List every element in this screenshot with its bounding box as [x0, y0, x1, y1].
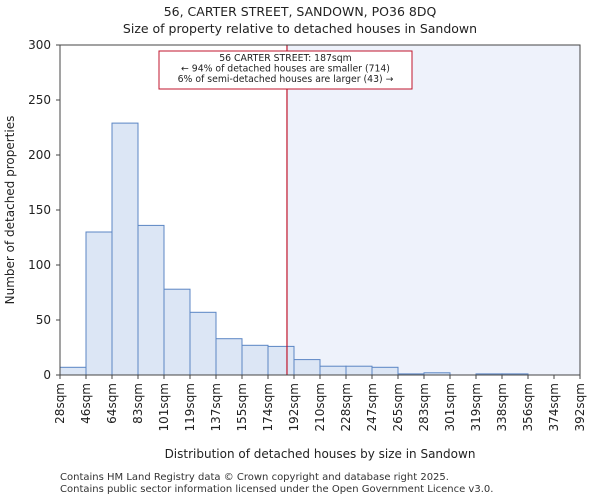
histogram-bar: [163, 288, 191, 376]
x-tick-label: 155sqm: [235, 383, 249, 431]
y-axis-label: Number of detached properties: [3, 116, 17, 305]
y-tick-label: 0: [43, 368, 51, 382]
x-tick-label: 28sqm: [53, 383, 67, 424]
x-tick-label: 64sqm: [105, 383, 119, 424]
chart-title: 56, CARTER STREET, SANDOWN, PO36 8DQ: [163, 4, 437, 19]
x-tick-label: 338sqm: [495, 383, 509, 431]
annotation-line: ← 94% of detached houses are smaller (71…: [181, 64, 390, 75]
x-tick-label: 356sqm: [521, 383, 535, 431]
annotation-box: [158, 50, 413, 90]
x-tick-label: 46sqm: [79, 383, 93, 424]
y-tick-label: 250: [28, 93, 51, 107]
histogram-bar: [215, 338, 243, 376]
histogram-bar: [241, 344, 269, 376]
x-tick-label: 247sqm: [365, 383, 379, 431]
annotation-line: 6% of semi-detached houses are larger (4…: [178, 74, 394, 85]
histogram-bar: [111, 122, 139, 376]
y-tick-label: 200: [28, 148, 51, 162]
highlight-region: [286, 45, 580, 375]
footer-line-1: Contains HM Land Registry data © Crown c…: [60, 472, 449, 483]
x-tick-label: 174sqm: [261, 383, 275, 431]
x-axis-label: Distribution of detached houses by size …: [165, 447, 476, 461]
x-tick-label: 301sqm: [443, 383, 457, 431]
x-tick-label: 210sqm: [313, 383, 327, 431]
histogram-bar: [189, 311, 217, 376]
y-tick-label: 50: [36, 313, 51, 327]
annotation-line: 56 CARTER STREET: 187sqm: [219, 53, 351, 64]
chart-subtitle: Size of property relative to detached ho…: [122, 21, 478, 36]
x-tick-label: 392sqm: [573, 383, 587, 431]
histogram-chart: 0 50 100 150 200 250 300 28sqm 46sqm 64sqm 83sqm 10…: [3, 38, 587, 461]
x-tick-label: 265sqm: [391, 383, 405, 431]
y-tick-label: 150: [28, 203, 51, 217]
footer-line-2: Contains public sector information licen…: [60, 484, 494, 495]
x-tick-label: 101sqm: [157, 383, 171, 431]
x-tick-label: 137sqm: [209, 383, 223, 431]
histogram-bar: [267, 345, 295, 376]
x-tick-label: 192sqm: [287, 383, 301, 431]
histogram-bar: [59, 366, 87, 376]
x-tick-label: 228sqm: [339, 383, 353, 431]
y-tick-label: 300: [28, 38, 51, 52]
x-tick-label: 119sqm: [183, 383, 197, 431]
histogram-bar: [137, 224, 165, 376]
histogram-bar: [293, 359, 321, 376]
x-tick-label: 83sqm: [131, 383, 145, 424]
histogram-bar: [371, 366, 399, 376]
y-tick-label: 100: [28, 258, 51, 272]
x-tick-label: 374sqm: [547, 383, 561, 431]
histogram-bar: [319, 365, 347, 376]
x-tick-label: 319sqm: [469, 383, 483, 431]
histogram-bar: [85, 231, 113, 376]
x-tick-label: 283sqm: [417, 383, 431, 431]
histogram-bar: [345, 365, 373, 376]
